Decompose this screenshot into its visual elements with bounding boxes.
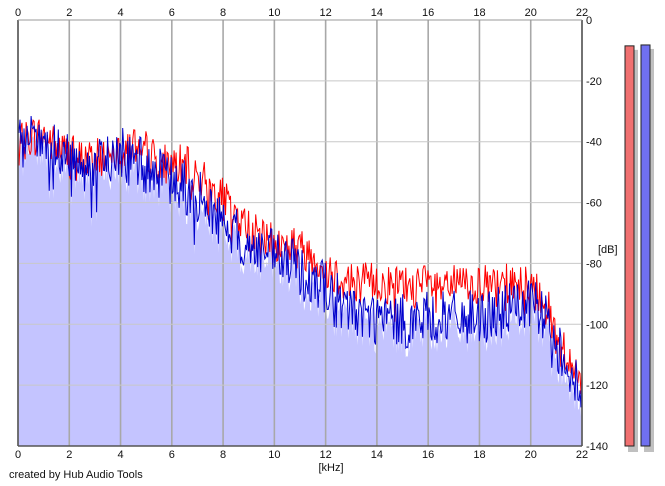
x-tick-label-bottom: 8 xyxy=(220,449,226,461)
y-axis-label: [dB] xyxy=(598,244,618,256)
x-tick-label-bottom: 4 xyxy=(117,449,123,461)
spectrum-area-layer xyxy=(18,125,582,446)
x-tick-label-top: 18 xyxy=(473,7,485,19)
x-tick-label-bottom: 22 xyxy=(576,449,588,461)
x-tick-label-top: 2 xyxy=(66,7,72,19)
x-tick-label-top: 12 xyxy=(320,7,332,19)
y-tick-label: -120 xyxy=(586,380,608,392)
x-axis-label: [kHz] xyxy=(318,462,343,474)
x-tick-label-bottom: 10 xyxy=(268,449,280,461)
x-tick-label-top: 20 xyxy=(525,7,537,19)
x-tick-labels-bottom: 0 2 4 6 8 10 12 14 16 18 20 22 xyxy=(15,449,588,461)
y-tick-label: -20 xyxy=(586,76,602,88)
y-tick-label: -80 xyxy=(586,258,602,270)
x-tick-labels-top: 0 2 4 6 8 10 12 14 16 18 20 22 xyxy=(15,7,588,19)
spectrum-area xyxy=(18,125,582,446)
x-tick-label-top: 4 xyxy=(117,7,123,19)
y-tick-label: -100 xyxy=(586,319,608,331)
series-layer xyxy=(17,115,583,408)
credit-text: created by Hub Audio Tools xyxy=(9,469,143,481)
plot-frame xyxy=(17,19,583,447)
x-tick-label-bottom: 20 xyxy=(525,449,537,461)
y-tick-labels: 0 -20 -40 -60 -80 -100 -120 -140 xyxy=(586,15,608,453)
level-meters xyxy=(624,44,654,453)
x-tick-label-bottom: 12 xyxy=(320,449,332,461)
level-meter-bar xyxy=(640,44,651,447)
x-tick-label-top: 22 xyxy=(576,7,588,19)
x-tick-label-bottom: 2 xyxy=(66,449,72,461)
x-tick-label-bottom: 0 xyxy=(15,449,21,461)
x-tick-label-bottom: 16 xyxy=(422,449,434,461)
x-tick-label-top: 14 xyxy=(371,7,383,19)
series-line-blue xyxy=(17,115,583,408)
y-tick-label: -40 xyxy=(586,137,602,149)
y-tick-label: 0 xyxy=(586,15,592,27)
x-tick-label-bottom: 6 xyxy=(169,449,175,461)
x-tick-label-bottom: 18 xyxy=(473,449,485,461)
x-tick-label-top: 0 xyxy=(15,7,21,19)
x-tick-label-top: 10 xyxy=(268,7,280,19)
level-meter-bar xyxy=(624,45,635,447)
x-tick-label-top: 6 xyxy=(169,7,175,19)
x-tick-label-top: 8 xyxy=(220,7,226,19)
x-tick-label-bottom: 14 xyxy=(371,449,383,461)
x-tick-label-top: 16 xyxy=(422,7,434,19)
y-tick-label: -140 xyxy=(586,441,608,453)
y-tick-label: -60 xyxy=(586,198,602,210)
